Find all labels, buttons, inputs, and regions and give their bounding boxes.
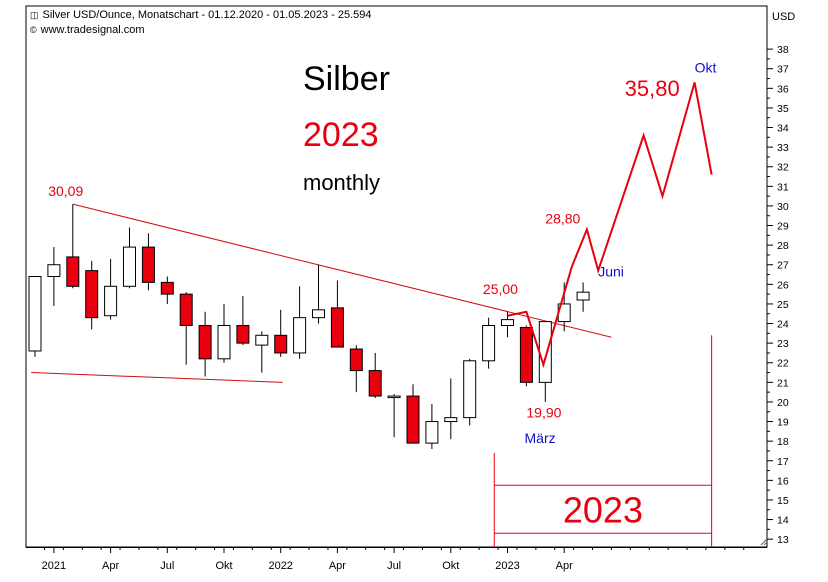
y-tick-label: 32 — [777, 162, 789, 174]
x-tick-label: Apr — [102, 560, 119, 572]
y-tick-label: 23 — [777, 338, 789, 350]
y-tick-label: 16 — [777, 475, 789, 487]
candle-body — [368, 370, 382, 397]
label-25-00: 25,00 — [483, 281, 518, 297]
y-tick-label: 14 — [777, 515, 789, 527]
x-tick-label: Apr — [329, 560, 346, 572]
y-tick-label: 36 — [777, 83, 789, 95]
candle-body — [463, 360, 477, 419]
y-tick-label: 18 — [777, 436, 789, 448]
y-tick-label: 37 — [777, 64, 789, 76]
chart-subtitle-year: 2023 — [303, 116, 379, 154]
resistance-line — [72, 203, 612, 338]
x-tick-label: Jul — [160, 560, 174, 572]
currency-label: USD — [772, 11, 796, 23]
candle-body — [160, 281, 174, 295]
candle-body — [538, 321, 552, 383]
source-text: www.tradesignal.com — [40, 24, 145, 36]
y-tick-label: 28 — [777, 240, 789, 252]
y-tick-label: 35 — [777, 103, 789, 115]
candle-body — [85, 270, 99, 319]
chart-subtitle-period: monthly — [303, 170, 380, 195]
candle-body — [66, 256, 80, 287]
y-tick-label: 22 — [777, 358, 789, 370]
candle-body — [28, 276, 42, 352]
x-tick-label: Jul — [387, 560, 401, 572]
y-tick-label: 34 — [777, 123, 789, 135]
label-juni: Juni — [598, 264, 624, 280]
candle-body — [123, 246, 136, 287]
label-30-09: 30,09 — [48, 183, 83, 199]
y-tick-label: 24 — [777, 319, 789, 331]
candle-body — [255, 334, 269, 346]
candle-body — [141, 246, 155, 283]
candle-body — [293, 317, 307, 354]
y-tick-label: 33 — [777, 142, 789, 154]
candle-body — [47, 264, 61, 278]
x-tick-label: 2023 — [495, 560, 519, 572]
label-35-80: 35,80 — [625, 76, 680, 101]
y-tick-label: 38 — [777, 44, 789, 56]
candle-body — [217, 325, 231, 360]
y-tick-label: 26 — [777, 279, 789, 291]
y-tick-label: 20 — [777, 397, 789, 409]
candle-body — [274, 334, 288, 354]
x-tick-label: Okt — [215, 560, 232, 572]
candle-body — [104, 285, 118, 317]
chart-title: Silber — [303, 60, 390, 98]
y-tick-label: 27 — [777, 260, 789, 272]
candle-body — [198, 325, 212, 360]
candle-body — [236, 325, 250, 344]
support-line — [31, 372, 283, 383]
x-tick-label: 2022 — [268, 560, 292, 572]
candle-body — [519, 326, 533, 383]
candle-body — [349, 348, 363, 372]
label-maerz: März — [525, 430, 556, 446]
copyright-icon: © — [30, 25, 37, 35]
year-box-label: 2023 — [563, 489, 643, 530]
chart-title-text: Silver USD/Ounce, Monatschart - 01.12.20… — [42, 9, 372, 21]
candle-body — [576, 291, 590, 301]
candle-body — [179, 293, 193, 327]
candle-body — [482, 325, 496, 362]
candle-body — [330, 307, 344, 348]
y-tick-label: 29 — [777, 221, 789, 233]
label-19-90: 19,90 — [526, 405, 561, 421]
x-tick-label: Okt — [442, 560, 459, 572]
candle-body — [444, 417, 458, 423]
label-28-80: 28,80 — [545, 211, 580, 227]
candle-body — [406, 395, 420, 444]
candle-body — [501, 319, 514, 327]
chart-icon: ◫ — [30, 10, 39, 20]
candle-body — [312, 309, 325, 319]
y-tick-label: 30 — [777, 201, 789, 213]
forecast-path — [507, 82, 713, 369]
candle-body — [387, 395, 401, 399]
resize-grip-icon — [760, 538, 768, 546]
y-tick-label: 17 — [777, 456, 789, 468]
candle-body — [425, 421, 439, 444]
y-tick-label: 19 — [777, 417, 789, 429]
chart-header-title: ◫ Silver USD/Ounce, Monatschart - 01.12.2… — [30, 9, 371, 21]
y-tick-label: 15 — [777, 495, 789, 507]
x-tick-label: 2021 — [42, 560, 66, 572]
y-tick-label: 25 — [777, 299, 789, 311]
y-tick-label: 21 — [777, 377, 789, 389]
y-tick-label: 13 — [777, 534, 789, 546]
label-okt: Okt — [695, 60, 717, 76]
y-tick-label: 31 — [777, 181, 789, 193]
x-tick-label: Apr — [556, 560, 573, 572]
chart-header-source: © www.tradesignal.com — [30, 24, 145, 36]
